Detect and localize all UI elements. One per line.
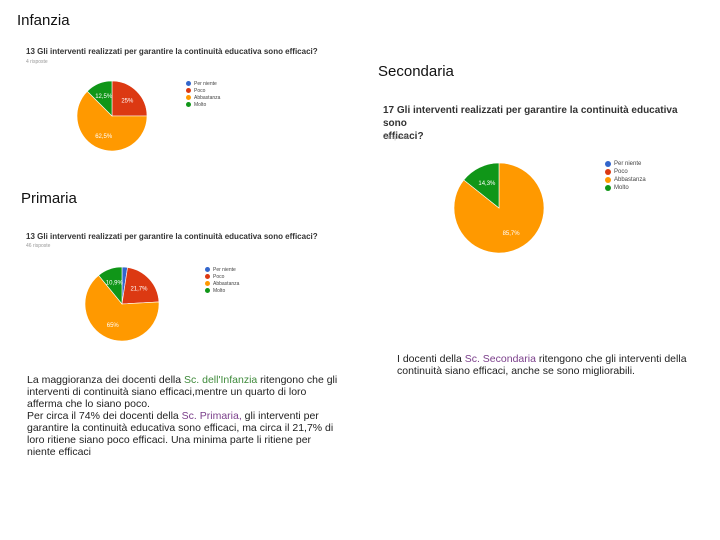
legend-swatch [186, 88, 191, 93]
pie-slice-molto [463, 162, 500, 209]
infanzia-responses: 4 risposte [26, 59, 48, 65]
text-right-b: ritengono che gli interventi della conti… [397, 353, 687, 377]
legend-swatch [186, 95, 191, 100]
legend-item-molto: Molto [205, 287, 239, 294]
legend-swatch [186, 102, 191, 107]
pie-label-abbastanza: 62,5% [95, 134, 113, 140]
legend-swatch [605, 177, 611, 183]
text-left-p2-a: Per circa il 74% dei docenti della [27, 410, 182, 422]
legend-item-molto: Molto [605, 184, 646, 192]
primaria-responses: 46 risposte [26, 243, 51, 249]
legend-item-abbastanza: Abbastanza [186, 94, 220, 101]
legend-label: Abbastanza [614, 177, 646, 183]
infanzia-paragraph: La maggioranza dei docenti della Sc. del… [27, 374, 339, 410]
secondaria-responses: 7 risposte [383, 135, 410, 141]
primaria-pie-chart: 21,7% 65% 10,9% [84, 266, 160, 342]
pie-slice-abbastanza [76, 90, 148, 152]
legend-label: Molto [213, 287, 226, 294]
legend-swatch [605, 185, 611, 191]
pie-label-molto: 14,3% [478, 181, 496, 187]
legend-swatch [205, 288, 210, 293]
legend-label: Poco [213, 273, 225, 280]
text-left-p1-b: ritengono che gli interventi di continui… [27, 374, 338, 410]
primaria-legend: Per niente Poco Abbastanza Molto [205, 266, 239, 294]
legend-item-poco: Poco [186, 87, 220, 94]
pie-slice-abbastanza [84, 274, 160, 342]
legend-swatch [605, 161, 611, 167]
legend-label: Molto [614, 185, 629, 191]
legend-item-abbastanza: Abbastanza [205, 280, 239, 287]
legend-swatch [205, 274, 210, 279]
pie-slice-poco [121, 267, 160, 305]
pie-label-abbastanza: 85,7% [503, 231, 521, 237]
infanzia-legend: Per niente Poco Abbastanza Molto [186, 80, 220, 108]
legend-label: Molto [194, 101, 207, 108]
legend-item-poco: Poco [605, 168, 646, 176]
text-left-p2-b: gli interventi per garantire la continui… [27, 410, 334, 458]
text-left-p1-a: La maggioranza dei docenti della [27, 374, 185, 386]
text-right-highlight: Sc. Secondaria [464, 353, 536, 365]
primaria-paragraph: Per circa il 74% dei docenti della Sc. P… [27, 410, 339, 458]
legend-item-per-niente: Per niente [186, 80, 220, 87]
legend-label: Per niente [213, 266, 236, 273]
pie-label-molto: 10,9% [106, 280, 124, 286]
secondaria-legend: Per niente Poco Abbastanza Molto [605, 160, 646, 192]
legend-label: Abbastanza [194, 94, 221, 101]
legend-label: Poco [194, 87, 206, 94]
analysis-text-right: I docenti della Sc. Secondaria ritengono… [397, 353, 709, 377]
legend-label: Per niente [194, 80, 217, 87]
pie-label-poco: 21,7% [130, 287, 148, 293]
legend-swatch [205, 281, 210, 286]
legend-item-per-niente: Per niente [605, 160, 646, 168]
pie-slice-molto [86, 80, 113, 117]
legend-item-poco: Poco [205, 273, 239, 280]
secondaria-question-line2: efficaci? [383, 131, 424, 142]
legend-label: Poco [614, 169, 628, 175]
text-left-p1-highlight: Sc. dell'Infanzia [184, 374, 258, 386]
pie-slice-molto [98, 266, 123, 305]
analysis-text-left: La maggioranza dei docenti della Sc. del… [27, 374, 339, 458]
pie-label-molto: 12,5% [95, 94, 113, 100]
secondaria-question-line1: 17 Gli interventi realizzati per garanti… [383, 105, 678, 129]
primaria-title: Primaria [21, 190, 77, 207]
primaria-question: 13 Gli interventi realizzati per garanti… [26, 232, 318, 241]
secondaria-title: Secondaria [378, 63, 454, 80]
infanzia-question: 13 Gli interventi realizzati per garanti… [26, 47, 318, 56]
infanzia-pie-chart: 25% 62,5% 12,5% [76, 80, 148, 152]
legend-swatch [186, 81, 191, 86]
legend-label: Abbastanza [213, 280, 240, 287]
pie-label-poco: 25% [121, 99, 134, 105]
legend-item-molto: Molto [186, 101, 220, 108]
legend-label: Per niente [614, 161, 642, 167]
legend-item-per-niente: Per niente [205, 266, 239, 273]
text-left-p2-highlight: Sc. Primaria, [181, 410, 242, 422]
legend-swatch [205, 267, 210, 272]
secondaria-question: 17 Gli interventi realizzati per garanti… [383, 104, 703, 143]
pie-label-abbastanza: 65% [107, 323, 120, 329]
pie-slice-poco [111, 80, 148, 117]
text-right-a: I docenti della [397, 353, 465, 365]
legend-swatch [605, 169, 611, 175]
legend-item-abbastanza: Abbastanza [605, 176, 646, 184]
secondaria-pie-chart: 85,7% 14,3% [453, 162, 545, 254]
infanzia-title: Infanzia [17, 12, 70, 29]
